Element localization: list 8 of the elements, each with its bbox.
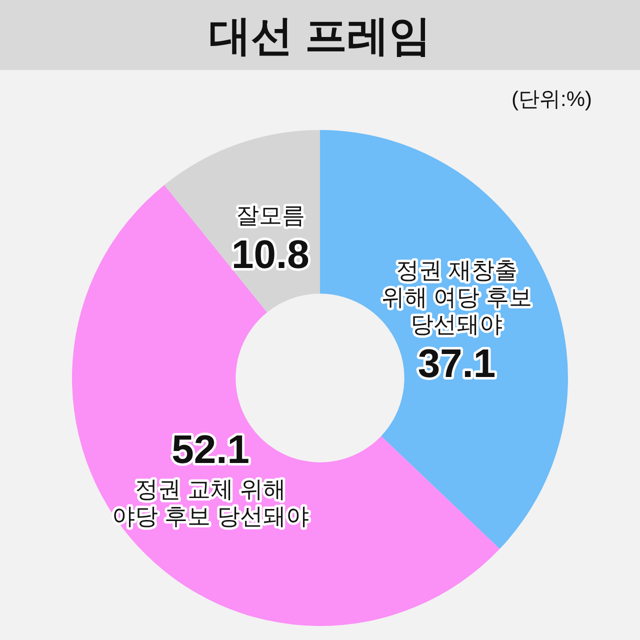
chart-title: 대선 프레임: [209, 12, 431, 59]
data-label: 37.1: [418, 342, 496, 386]
slice-label: 정권 재창출 위해 여당 후보 당선돼야: [381, 256, 532, 337]
text: (단위:%): [512, 88, 592, 111]
data-label: 10.8: [232, 233, 310, 278]
slice-label: 정권 교체 위해 야당 후보 당선돼야: [112, 476, 309, 529]
slice-label: 잘모름: [236, 202, 305, 228]
data-label: 52.1: [172, 428, 250, 472]
